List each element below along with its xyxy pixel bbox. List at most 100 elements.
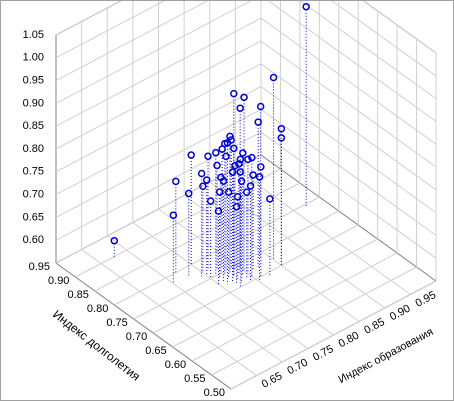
data-point bbox=[249, 171, 257, 179]
z-tick-label: 1.00 bbox=[23, 52, 44, 64]
grid-line bbox=[55, 40, 262, 150]
data-point bbox=[257, 163, 265, 171]
data-point bbox=[199, 182, 207, 191]
z-tick-label: 0.95 bbox=[23, 75, 44, 87]
data-point bbox=[256, 102, 265, 111]
grid-line bbox=[183, 195, 360, 322]
data-point bbox=[239, 149, 247, 157]
grid-line bbox=[132, 222, 309, 349]
grid-line bbox=[267, 1, 437, 122]
y-tick-label: 0.65 bbox=[260, 370, 285, 391]
grid-line bbox=[55, 1, 122, 36]
grid-line bbox=[235, 168, 411, 295]
data-point bbox=[217, 173, 225, 182]
x-tick-label: 0.60 bbox=[165, 359, 186, 371]
grid-line bbox=[260, 108, 437, 236]
grid-line bbox=[299, 1, 437, 100]
box-edge bbox=[362, 1, 437, 54]
data-point bbox=[242, 188, 251, 197]
x-tick-label: 0.50 bbox=[204, 387, 225, 399]
data-point bbox=[266, 195, 274, 203]
data-point bbox=[204, 152, 212, 160]
grid-line bbox=[260, 131, 437, 259]
data-point bbox=[213, 161, 221, 170]
data-point bbox=[214, 207, 223, 215]
z-tick-label: 0.85 bbox=[23, 120, 44, 132]
data-point bbox=[248, 153, 256, 162]
grid-line bbox=[55, 131, 262, 241]
x-tick-label: 0.90 bbox=[48, 275, 69, 287]
z-tick-label: 1.05 bbox=[23, 29, 44, 41]
data-point bbox=[110, 236, 119, 245]
data-point bbox=[233, 192, 242, 201]
x-axis-title: Индекс долголетия bbox=[50, 307, 143, 384]
data-point bbox=[203, 176, 211, 184]
grid-line bbox=[158, 208, 334, 336]
z-tick-label: 0.65 bbox=[23, 211, 44, 223]
data-point bbox=[218, 145, 226, 153]
y-tick-label: 0.95 bbox=[414, 289, 439, 310]
grid-line bbox=[362, 1, 437, 54]
grid-line bbox=[260, 40, 437, 168]
y-tick-label: 0.75 bbox=[311, 343, 336, 364]
data-point bbox=[223, 139, 232, 147]
y-tick-label: 0.70 bbox=[285, 357, 310, 378]
grid-line bbox=[55, 1, 209, 82]
x-tick-label: 0.80 bbox=[87, 303, 108, 315]
grid-line bbox=[55, 17, 262, 127]
data-point bbox=[215, 188, 224, 196]
data-point bbox=[246, 182, 255, 190]
data-point bbox=[224, 188, 233, 196]
z-tick-label: 0.70 bbox=[23, 189, 44, 201]
data-point bbox=[230, 89, 238, 98]
x-tick-label: 0.55 bbox=[184, 373, 205, 385]
data-point bbox=[169, 211, 178, 219]
data-point bbox=[254, 118, 262, 126]
grid-line bbox=[260, 63, 437, 191]
data-point bbox=[236, 104, 244, 112]
box-edge bbox=[260, 154, 437, 282]
grid-line bbox=[260, 17, 437, 145]
data-point bbox=[222, 152, 230, 161]
y-tick-label: 0.90 bbox=[388, 303, 413, 324]
grid-line bbox=[106, 235, 283, 363]
grid-line bbox=[81, 249, 257, 376]
y-tick-label: 0.85 bbox=[362, 316, 387, 337]
x-tick-label: 0.65 bbox=[145, 345, 166, 357]
x-tick-label: 0.85 bbox=[67, 289, 88, 301]
grid-line bbox=[331, 1, 437, 77]
data-point bbox=[206, 197, 215, 205]
data-point bbox=[240, 93, 248, 102]
x-tick-label: 0.75 bbox=[106, 317, 127, 329]
x-tick-label: 0.95 bbox=[29, 261, 50, 273]
data-point bbox=[235, 160, 243, 168]
grid-line bbox=[55, 108, 262, 218]
data-point bbox=[255, 173, 264, 181]
data-point bbox=[187, 151, 195, 159]
data-point bbox=[231, 161, 239, 170]
data-point bbox=[172, 177, 180, 186]
box-edge bbox=[55, 262, 232, 390]
data-point bbox=[232, 203, 241, 211]
z-tick-label: 0.80 bbox=[23, 143, 44, 155]
grid-line bbox=[55, 1, 252, 104]
data-point bbox=[244, 155, 252, 164]
grid-line bbox=[260, 86, 437, 214]
data-point bbox=[228, 168, 237, 176]
z-tick-label: 0.90 bbox=[23, 97, 44, 109]
data-point bbox=[277, 134, 286, 142]
z-tick-label: 0.75 bbox=[23, 166, 44, 178]
data-point bbox=[277, 124, 286, 133]
data-point bbox=[269, 73, 278, 82]
y-tick-label: 0.80 bbox=[337, 330, 362, 351]
x-tick-label: 0.70 bbox=[126, 331, 147, 343]
data-point bbox=[230, 144, 238, 153]
data-point bbox=[212, 148, 220, 157]
data-point bbox=[184, 189, 193, 198]
grid-line bbox=[55, 63, 262, 173]
data-point bbox=[197, 169, 206, 178]
data-point bbox=[237, 177, 246, 186]
data-point bbox=[226, 132, 234, 141]
